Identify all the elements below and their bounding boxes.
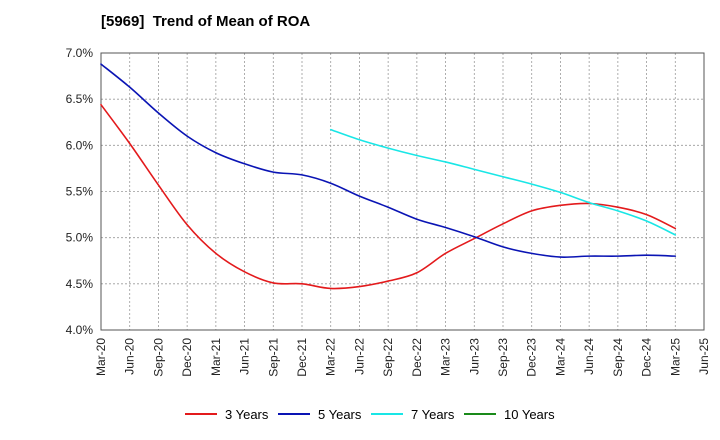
x-tick-label: Jun-20 (123, 338, 137, 375)
x-tick-label: Jun-25 (697, 338, 711, 375)
x-tick-label: Sep-22 (381, 338, 395, 377)
x-tick-label: Mar-23 (439, 338, 453, 376)
x-tick-label: Mar-22 (324, 338, 338, 376)
plot-frame (100, 52, 705, 331)
x-tick-label: Mar-21 (209, 338, 223, 376)
x-tick-label: Mar-25 (668, 338, 682, 376)
chart-title: [5969] Trend of Mean of ROA (101, 13, 311, 30)
x-tick-label: Sep-23 (496, 338, 510, 377)
x-tick-label: Dec-21 (295, 338, 309, 377)
x-tick-label: Jun-21 (238, 338, 252, 375)
legend-label-10-years: 10 Years (504, 407, 555, 422)
y-tick-label: 6.5% (66, 92, 94, 106)
tick-labels: 4.0% 4.5% 5.0% 5.5% 6.0% 6.5% 7.0% Mar-20 Jun-20… (66, 46, 711, 377)
x-tick-label: Mar-24 (553, 338, 567, 376)
y-tick-label: 6.0% (66, 138, 94, 152)
series-lines (100, 63, 677, 290)
y-tick-label: 4.0% (66, 323, 94, 337)
grid-lines (100, 52, 705, 331)
x-tick-label: Sep-21 (266, 338, 280, 377)
x-tick-label: Dec-22 (410, 338, 424, 377)
y-tick-label: 5.0% (66, 231, 94, 245)
legend: 3 Years 5 Years 7 Years 10 Years (185, 407, 555, 422)
series-line-3-years (100, 103, 677, 290)
series-line-5-years (100, 63, 677, 258)
series-line-7-years (329, 128, 677, 236)
x-tick-label: Jun-24 (582, 338, 596, 375)
legend-label-3-years: 3 Years (225, 407, 269, 422)
x-tick-label: Sep-20 (151, 338, 165, 377)
legend-label-7-years: 7 Years (411, 407, 455, 422)
x-tick-label: Jun-23 (467, 338, 481, 375)
legend-label-5-years: 5 Years (318, 407, 362, 422)
x-tick-label: Mar-20 (94, 338, 108, 376)
y-tick-label: 5.5% (66, 185, 94, 199)
x-tick-label: Dec-20 (180, 338, 194, 377)
x-tick-label: Dec-23 (525, 338, 539, 377)
x-tick-label: Dec-24 (640, 338, 654, 377)
y-tick-label: 4.5% (66, 277, 94, 291)
y-tick-label: 7.0% (66, 46, 94, 60)
x-tick-label: Sep-24 (611, 338, 625, 377)
x-tick-label: Jun-22 (352, 338, 366, 375)
axes (100, 52, 705, 331)
